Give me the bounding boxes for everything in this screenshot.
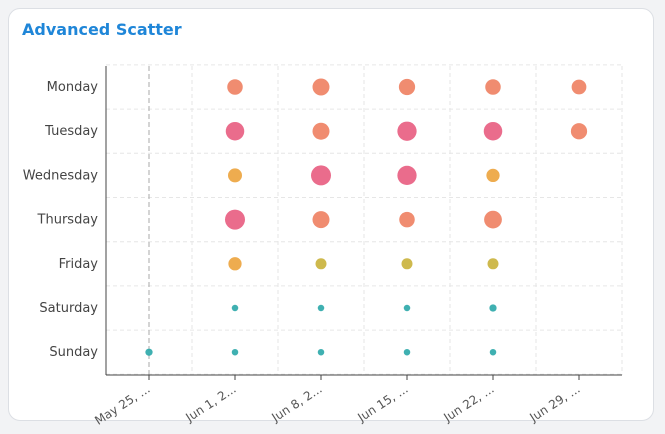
- scatter-point[interactable]: [225, 209, 245, 230]
- scatter-point[interactable]: [489, 304, 497, 312]
- grid-lines: [106, 64, 623, 375]
- x-axis-labels: May 25, ... Jun 1, 2... Jun 8, 2... Jun 15,…: [92, 382, 582, 428]
- scatter-point[interactable]: [403, 304, 411, 312]
- y-tick-label: Wednesday: [23, 168, 99, 183]
- scatter-point[interactable]: [399, 211, 415, 228]
- x-tick-label: May 25, ...: [92, 382, 152, 428]
- scatter-point[interactable]: [484, 210, 502, 229]
- scatter-point[interactable]: [228, 168, 242, 183]
- x-tick-label: Jun 15, ...: [354, 382, 410, 425]
- data-points: [145, 78, 588, 356]
- scatter-point[interactable]: [570, 123, 588, 140]
- x-tick-label: Jun 1, 2...: [182, 382, 238, 425]
- y-tick-label: Saturday: [39, 301, 98, 316]
- y-tick-label: Tuesday: [44, 124, 98, 139]
- scatter-point[interactable]: [403, 348, 411, 356]
- scatter-point[interactable]: [317, 304, 325, 312]
- scatter-point[interactable]: [397, 121, 417, 141]
- scatter-point[interactable]: [231, 304, 239, 312]
- scatter-point[interactable]: [487, 258, 499, 270]
- y-tick-label: Friday: [59, 257, 99, 272]
- scatter-point[interactable]: [311, 165, 331, 186]
- y-tick-label: Sunday: [49, 345, 98, 360]
- y-axis-labels: Monday Tuesday Wednesday Thursday Friday Satu…: [23, 80, 99, 360]
- scatter-point[interactable]: [315, 258, 327, 270]
- y-tick-label: Monday: [47, 80, 99, 95]
- x-tick-label: Jun 8, 2...: [268, 382, 324, 425]
- scatter-point[interactable]: [483, 121, 503, 141]
- y-tick-label: Thursday: [37, 213, 99, 228]
- scatter-point[interactable]: [228, 257, 242, 271]
- scatter-point[interactable]: [317, 348, 325, 356]
- chart-title: Advanced Scatter: [22, 20, 182, 39]
- scatter-point[interactable]: [231, 348, 239, 356]
- scatter-point[interactable]: [312, 78, 330, 96]
- scatter-point[interactable]: [312, 122, 330, 140]
- scatter-point[interactable]: [571, 79, 587, 95]
- scatter-point[interactable]: [227, 79, 243, 95]
- scatter-point[interactable]: [312, 211, 330, 229]
- scatter-point[interactable]: [486, 168, 500, 183]
- scatter-point[interactable]: [485, 79, 501, 95]
- x-tick-label: Jun 22, ...: [440, 382, 496, 425]
- chart-card: Advanced Scatter: [8, 8, 654, 421]
- axes: [105, 66, 622, 380]
- scatter-point[interactable]: [489, 348, 497, 356]
- scatter-point[interactable]: [398, 78, 416, 96]
- scatter-point[interactable]: [397, 165, 417, 186]
- scatter-point[interactable]: [145, 348, 153, 356]
- x-tick-label: Jun 29, ...: [526, 382, 582, 425]
- scatter-point[interactable]: [401, 258, 413, 270]
- scatter-point[interactable]: [225, 121, 245, 141]
